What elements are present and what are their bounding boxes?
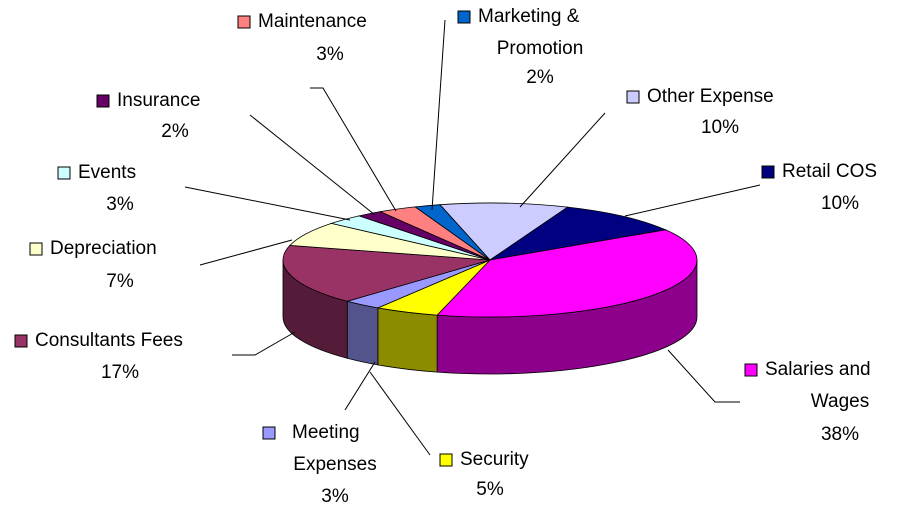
legend-swatch	[457, 10, 471, 24]
slice	[439, 202, 569, 261]
slice-value-label: 3%	[106, 194, 134, 215]
leader-line	[519, 112, 606, 208]
leader-line	[344, 361, 376, 411]
leader-line	[667, 349, 740, 403]
slice-value-label: 2%	[161, 121, 189, 142]
leader-line	[431, 19, 446, 211]
slice-value-label: 38%	[821, 424, 859, 445]
slice	[489, 206, 667, 261]
slice	[436, 229, 698, 318]
slice-value-label: 3%	[321, 486, 349, 507]
slice-label: Events	[78, 162, 136, 183]
legend-swatch	[96, 94, 110, 108]
legend-swatch	[237, 15, 251, 29]
slice-value-label: 7%	[106, 271, 134, 292]
legend-swatch	[14, 334, 28, 348]
slice-label: Other Expense	[647, 86, 774, 107]
slice-label: Retail COS	[782, 161, 877, 182]
slice-label: Meeting Expenses	[292, 422, 377, 475]
slice-label: Insurance	[117, 90, 200, 111]
slice-label: Consultants Fees	[35, 330, 183, 351]
legend-swatch	[439, 453, 453, 467]
leader-line	[184, 186, 351, 221]
slice-side	[377, 307, 438, 373]
slice-label: Security	[460, 449, 529, 470]
leader-line	[369, 371, 431, 456]
legend-swatch	[744, 363, 758, 377]
slice-side	[346, 300, 379, 366]
slice-value-label: 10%	[701, 117, 739, 138]
slice-value-label: 2%	[526, 67, 554, 88]
legend-swatch	[761, 165, 775, 179]
legend-swatch	[29, 242, 43, 256]
leader-line	[199, 239, 293, 266]
slice-value-label: 10%	[821, 193, 859, 214]
leader-line	[232, 331, 296, 356]
slice-value-label: 17%	[101, 362, 139, 383]
legend-swatch	[262, 426, 276, 440]
slice	[414, 204, 491, 261]
legend-swatch	[626, 90, 640, 104]
leader-line	[249, 114, 376, 216]
leader-line	[624, 184, 761, 217]
slice-label: Depreciation	[50, 238, 157, 259]
leader-line	[310, 87, 397, 212]
slice-label: Salaries and Wages	[765, 359, 876, 412]
slice-label: Marketing & Promotion	[478, 6, 585, 59]
legend-swatch	[57, 166, 71, 180]
slice-label: Maintenance	[258, 11, 367, 32]
slice-value-label: 3%	[316, 44, 344, 65]
slice-value-label: 5%	[476, 479, 504, 500]
slice	[282, 245, 491, 302]
